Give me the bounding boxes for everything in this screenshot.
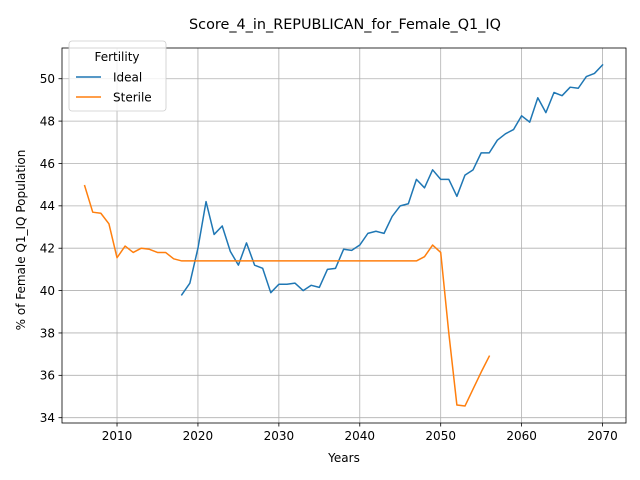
x-tick-label: 2050 [425, 429, 456, 443]
x-tick-label: 2030 [264, 429, 295, 443]
y-tick-label: 34 [40, 411, 55, 425]
y-tick-label: 46 [40, 157, 55, 171]
x-tick-label: 2070 [587, 429, 618, 443]
x-axis-label: Years [327, 451, 360, 465]
x-tick-label: 2010 [102, 429, 133, 443]
legend-label-sterile: Sterile [113, 91, 152, 105]
y-tick-label: 42 [40, 242, 55, 256]
y-tick-label: 48 [40, 114, 55, 128]
chart-title: Score_4_in_REPUBLICAN_for_Female_Q1_IQ [189, 17, 501, 33]
x-tick-label: 2040 [345, 429, 376, 443]
x-tick-label: 2020 [183, 429, 214, 443]
y-tick-label: 40 [40, 284, 55, 298]
y-tick-label: 38 [40, 326, 55, 340]
y-tick-label: 50 [40, 72, 55, 86]
legend-title: Fertility [94, 50, 139, 64]
x-tick-label: 2060 [506, 429, 537, 443]
legend: Fertility Ideal Sterile [69, 41, 166, 111]
y-axis-label: % of Female Q1_IQ Population [14, 150, 28, 331]
y-tick-label: 36 [40, 369, 55, 383]
legend-label-ideal: Ideal [113, 71, 142, 85]
y-tick-label: 44 [40, 199, 55, 213]
